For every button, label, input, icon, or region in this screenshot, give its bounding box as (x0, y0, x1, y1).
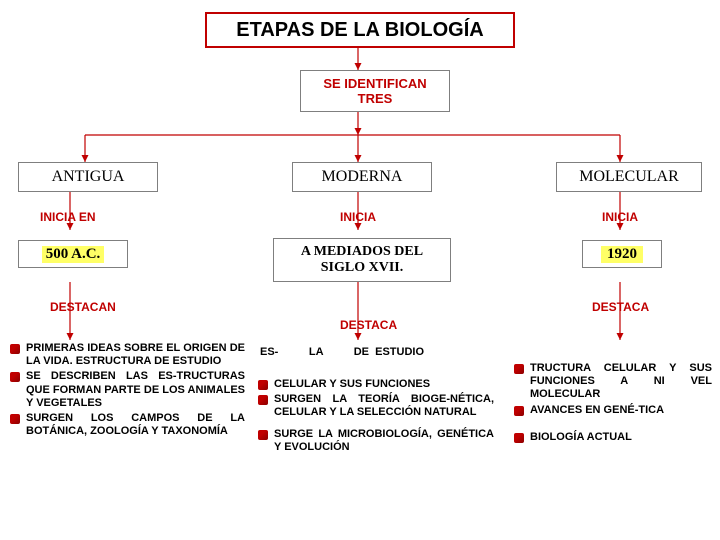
bullet-icon (10, 344, 20, 354)
antigua-inicia-label: INICIA EN (40, 210, 96, 224)
stage-molecular-header: MOLECULAR (556, 162, 702, 192)
moderna-inicia-label: INICIA (340, 210, 376, 224)
item-text: AVANCES EN GENÉ-TICA (530, 404, 664, 416)
bullet-icon (258, 395, 268, 405)
list-item: TRUCTURA CELULAR Y SUS FUNCIONES A NI VE… (514, 362, 712, 402)
list-item: CELULAR Y SUS FUNCIONES (258, 378, 494, 391)
stage-antigua-header: ANTIGUA (18, 162, 158, 192)
antigua-date: 500 A.C. (18, 240, 128, 268)
bullet-icon (258, 430, 268, 440)
item-text: PRIMERAS IDEAS SOBRE EL ORIGEN DE LA VID… (26, 342, 245, 367)
item-text: BIOLOGÍA ACTUAL (530, 431, 632, 443)
list-item: PRIMERAS IDEAS SOBRE EL ORIGEN DE LA VID… (10, 342, 245, 368)
molecular-date-text: 1920 (601, 246, 643, 263)
moderna-destacan: DESTACA (340, 318, 397, 332)
bullet-icon (10, 372, 20, 382)
item-text: TRUCTURA CELULAR Y SUS FUNCIONES A NI VE… (530, 362, 712, 400)
antigua-items: PRIMERAS IDEAS SOBRE EL ORIGEN DE LA VID… (10, 342, 245, 440)
molecular-items: TRUCTURA CELULAR Y SUS FUNCIONES A NI VE… (514, 362, 712, 446)
bullet-icon (10, 414, 20, 424)
stage-moderna-header: MODERNA (292, 162, 432, 192)
item-text: SURGE LA MICROBIOLOGÍA, GENÉTICA Y EVOLU… (274, 428, 494, 453)
bullet-icon (514, 406, 524, 416)
moderna-date-text: A MEDIADOS DEL SIGLO XVII. (301, 244, 423, 276)
antigua-date-text: 500 A.C. (42, 246, 105, 263)
list-item: SE DESCRIBEN LAS ES-TRUCTURAS QUE FORMAN… (10, 370, 245, 410)
main-title: ETAPAS DE LA BIOLOGÍA (205, 12, 515, 48)
molecular-header-text: MOLECULAR (579, 168, 679, 186)
sub-identify-text: SE IDENTIFICAN TRES (323, 76, 426, 106)
moderna-extra: ES- LA DE ESTUDIO (260, 346, 490, 359)
list-item: SURGEN LA TEORÍA BIOGE-NÉTICA, CELULAR Y… (258, 393, 494, 419)
bullet-icon (514, 364, 524, 374)
molecular-inicia-label: INICIA (602, 210, 638, 224)
list-item: SURGEN LOS CAMPOS DE LA BOTÁNICA, ZOOLOG… (10, 412, 245, 438)
moderna-header-text: MODERNA (322, 168, 403, 186)
moderna-items: CELULAR Y SUS FUNCIONES SURGEN LA TEORÍA… (258, 378, 494, 456)
list-item: SURGE LA MICROBIOLOGÍA, GENÉTICA Y EVOLU… (258, 428, 494, 454)
sub-identify: SE IDENTIFICAN TRES (300, 70, 450, 112)
list-item: AVANCES EN GENÉ-TICA (514, 404, 712, 417)
item-text: SURGEN LA TEORÍA BIOGE-NÉTICA, CELULAR Y… (274, 393, 494, 418)
bullet-icon (514, 433, 524, 443)
item-text: CELULAR Y SUS FUNCIONES (274, 378, 430, 390)
antigua-header-text: ANTIGUA (52, 168, 125, 186)
antigua-destacan: DESTACAN (50, 300, 116, 314)
molecular-date: 1920 (582, 240, 662, 268)
item-text: SE DESCRIBEN LAS ES-TRUCTURAS QUE FORMAN… (26, 370, 245, 408)
main-title-text: ETAPAS DE LA BIOLOGÍA (236, 19, 483, 42)
bullet-icon (258, 380, 268, 390)
moderna-extra-text: ES- LA DE ESTUDIO (260, 346, 424, 358)
molecular-destacan: DESTACA (592, 300, 649, 314)
moderna-date: A MEDIADOS DEL SIGLO XVII. (273, 238, 451, 282)
list-item: BIOLOGÍA ACTUAL (514, 431, 712, 444)
item-text: SURGEN LOS CAMPOS DE LA BOTÁNICA, ZOOLOG… (26, 412, 245, 437)
